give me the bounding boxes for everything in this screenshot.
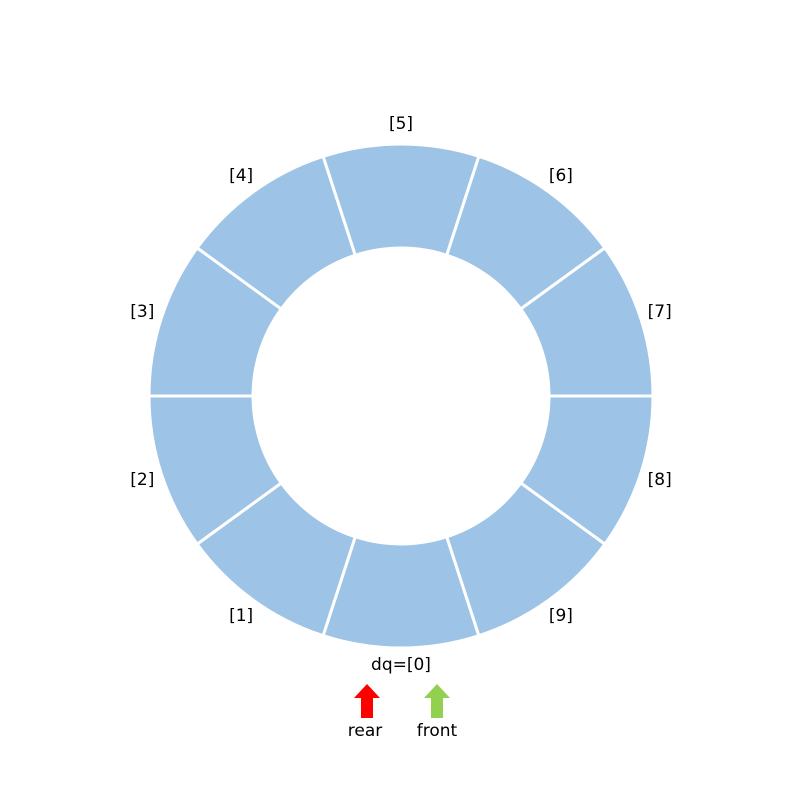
front-arrow	[424, 684, 450, 718]
slot-label: [6]	[549, 166, 573, 186]
slot-label: [8]	[648, 470, 672, 490]
slot-label: [7]	[648, 302, 672, 322]
slot-label: [1]	[229, 606, 253, 626]
slot-label: [9]	[549, 606, 573, 626]
ring-slot	[444, 480, 607, 638]
slot-label: [5]	[389, 114, 413, 134]
rear-label: rear	[348, 721, 382, 741]
front-label: front	[417, 721, 458, 741]
front-pointer: front	[417, 684, 458, 741]
rear-pointer: rear	[348, 684, 382, 741]
slot-label: dq=[0]	[371, 655, 431, 675]
slot-label: [3]	[130, 302, 154, 322]
slot-label: [2]	[130, 470, 154, 490]
slot-label: [4]	[229, 166, 253, 186]
rear-arrow	[354, 684, 380, 718]
ring: dq=[0] [1] [2] [3] [4] [5] [6] [7] [8] [9]	[130, 114, 671, 675]
